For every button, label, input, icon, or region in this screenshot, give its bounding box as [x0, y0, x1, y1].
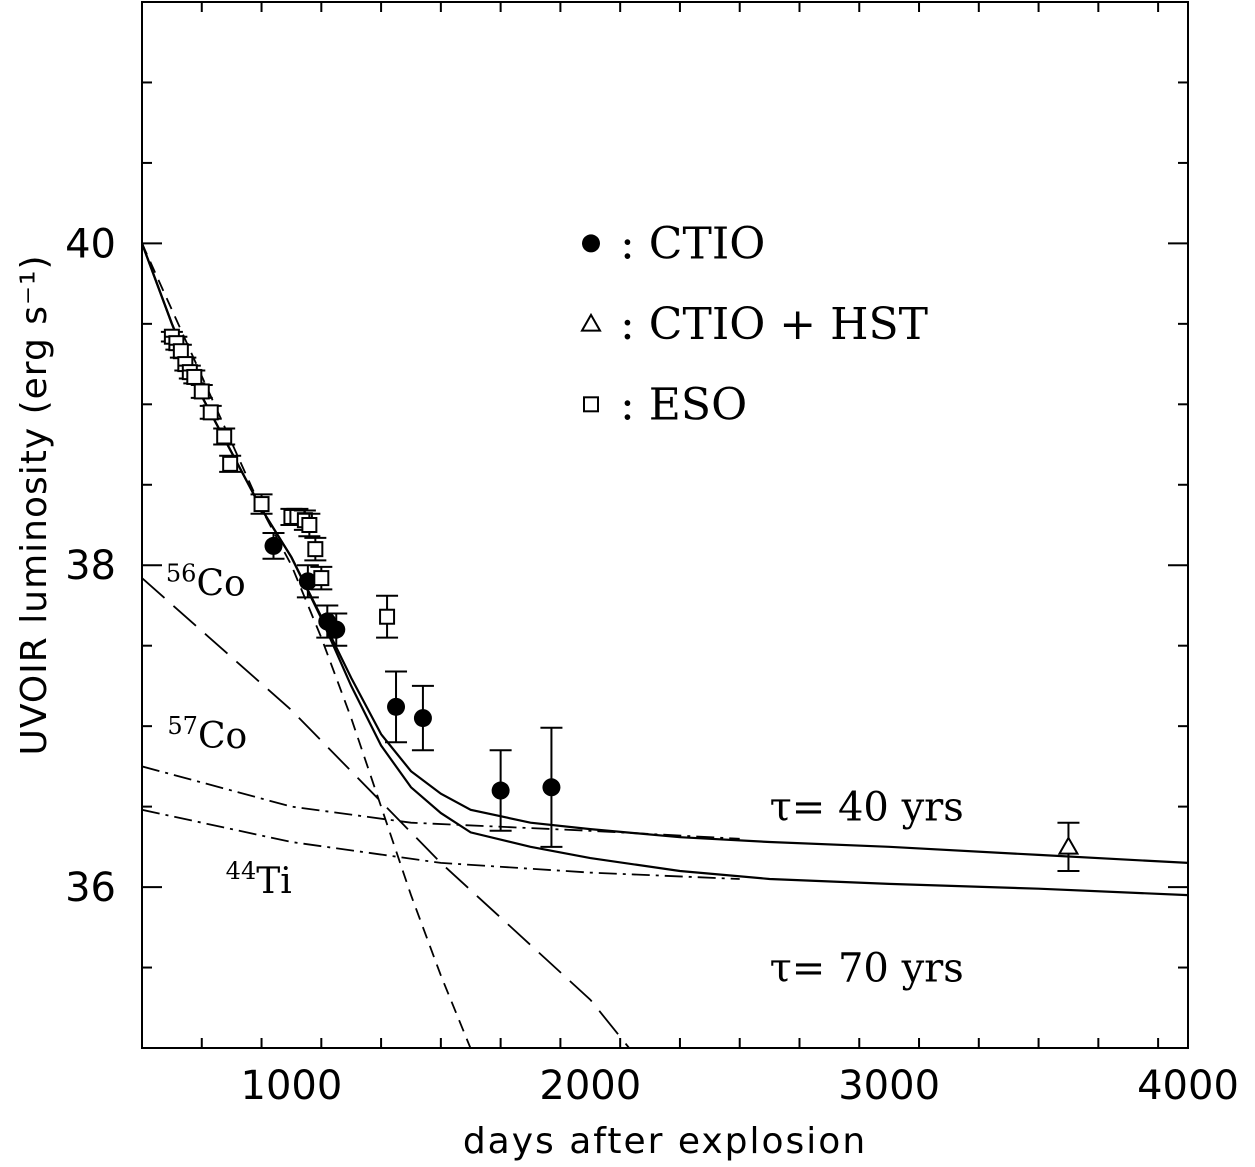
annotation-57co: 57Co: [167, 712, 247, 757]
point-ctio: [264, 536, 283, 555]
point-eso: [301, 517, 318, 533]
point-eso: [379, 608, 396, 625]
curve-57co: [142, 577, 630, 1048]
x-tick-label: 3000: [838, 1063, 940, 1109]
annotation-56co: 56Co: [166, 559, 246, 604]
legend-entry: : ESO: [620, 379, 747, 430]
point-ctio: [327, 620, 346, 639]
curve-44ti-40-yrs-: [142, 765, 740, 840]
point-eso: [222, 455, 239, 472]
x-tick-label: 2000: [539, 1063, 641, 1109]
labels: 1000 2000 3000 4000 36 38 40 days after explosi…: [14, 218, 1239, 1162]
legend-entry: : CTIO + HST: [620, 299, 928, 350]
legend-entry: : CTIO: [620, 218, 765, 269]
y-tick-label: 38: [65, 543, 116, 589]
x-axis-label: days after explosion: [463, 1121, 867, 1162]
model-curves: [142, 243, 1188, 1048]
point-ctio: [491, 781, 510, 800]
point-eso: [186, 368, 203, 385]
x-tick-label: 4000: [1137, 1063, 1239, 1109]
data-points: [160, 328, 1080, 872]
point-eso: [313, 570, 330, 587]
y-tick-label: 36: [65, 865, 116, 911]
point-eso: [253, 496, 270, 513]
point-ctio: [387, 697, 406, 716]
annotation--70-yrs: τ= 70 yrs: [770, 946, 964, 992]
x-tick-label: 1000: [241, 1063, 343, 1109]
y-tick-label: 40: [65, 221, 116, 267]
axes: [141, 1, 1189, 1049]
plot-frame: [141, 1, 1189, 1049]
point-eso: [216, 428, 233, 445]
point-ctio: [298, 572, 317, 591]
legend-marker: [583, 396, 599, 413]
point-ctio-hst: [1057, 835, 1080, 855]
curve-56co: [142, 243, 472, 1048]
annotation-44ti: 44Ti: [226, 857, 292, 902]
y-axis-label: UVOIR luminosity (erg s⁻¹): [14, 255, 55, 756]
point-ctio: [542, 778, 561, 797]
point-eso: [307, 541, 324, 558]
legend-marker: [580, 312, 602, 332]
curve--70-yrs: [142, 243, 1188, 897]
annotation--40-yrs: τ= 40 yrs: [770, 785, 964, 831]
point-eso: [202, 404, 219, 421]
point-ctio: [413, 709, 432, 728]
point-eso: [193, 383, 210, 400]
legend-marker: [582, 234, 600, 253]
curve-44ti-70-yrs-: [142, 808, 740, 880]
